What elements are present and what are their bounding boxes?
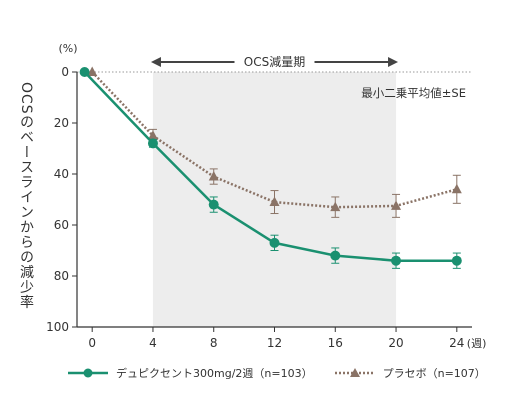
point-1-4 <box>330 201 341 212</box>
y-tick-label-5: 100 <box>46 320 69 334</box>
y-tick-label-4: 80 <box>54 269 69 283</box>
point-1-2 <box>208 171 219 181</box>
period-arrow-right-head <box>388 57 399 67</box>
y-axis-title-wrap: OCSのベースラインからの減少率 <box>14 82 38 332</box>
point-0-3 <box>269 237 280 248</box>
legend: デュピクセント300mg/2週（n=103） プラセボ（n=107） <box>66 362 506 384</box>
y-tick-label-3: 60 <box>54 218 69 232</box>
point-0-4 <box>330 250 341 261</box>
point-0-5 <box>391 255 402 266</box>
period-arrow-left-head <box>150 57 161 67</box>
period-label: OCS減量期 <box>244 54 305 69</box>
axis-layer <box>72 52 472 332</box>
x-tick-label-1: 4 <box>149 336 157 350</box>
point-1-3 <box>269 196 280 207</box>
period-label-bg <box>234 52 315 70</box>
point-0-2 <box>208 199 219 210</box>
x-axis-unit: (週) <box>467 337 487 350</box>
legend-item-placebo: プラセボ（n=107） <box>333 365 486 381</box>
x-tick-label-5: 20 <box>388 336 403 350</box>
x-tick-label-6: 24 <box>449 336 464 350</box>
annotation-lsmeans: 最小二乗平均値±SE <box>361 86 466 100</box>
x-tick-label-2: 8 <box>210 336 218 350</box>
y-tick-label-1: 20 <box>54 116 69 130</box>
y-axis-title: OCSのベースラインからの減少率 <box>18 82 34 310</box>
legend-label-dupixent: デュピクセント300mg/2週（n=103） <box>116 367 313 380</box>
point-1-1 <box>147 130 158 140</box>
legend-swatch-placebo <box>334 368 375 377</box>
point-1-0 <box>87 66 98 76</box>
point-1-5 <box>391 200 402 210</box>
series-layer <box>79 66 462 269</box>
x-tick-label-0: 0 <box>88 336 96 350</box>
point-0-6 <box>451 255 462 266</box>
legend-item-dupixent: デュピクセント300mg/2週（n=103） <box>66 365 313 381</box>
y-axis-unit: (%) <box>58 42 77 55</box>
x-tick-label-3: 12 <box>267 336 282 350</box>
label-layer: 0 20 40 60 80 100 (%) 0 4 8 12 16 20 24 (週) OCS減量期最小二乗平… <box>46 42 486 350</box>
y-tick-label-2: 40 <box>54 167 69 181</box>
legend-swatch-dupixent <box>68 368 108 378</box>
point-0-1 <box>147 138 158 149</box>
point-0-0 <box>79 67 90 77</box>
point-1-6 <box>451 183 462 194</box>
y-tick-label-0: 0 <box>61 65 69 79</box>
x-tick-label-4: 16 <box>328 336 343 350</box>
legend-label-placebo: プラセボ（n=107） <box>382 367 486 380</box>
